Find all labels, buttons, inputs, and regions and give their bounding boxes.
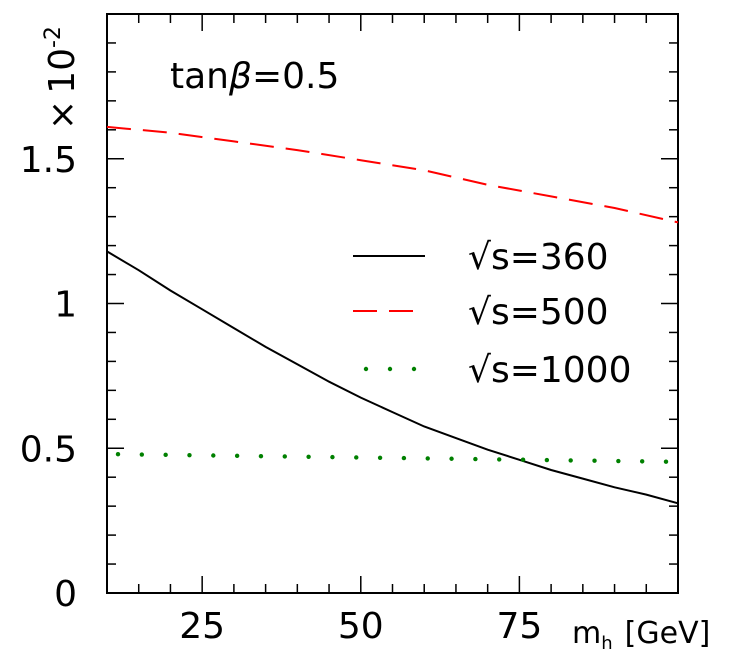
y-tick-label: 1 [54,285,77,326]
series-point [139,452,145,457]
series-point [473,456,478,462]
x-tick-label: 25 [179,606,225,647]
y-multiplier-times: × [42,100,83,130]
series-dots [115,451,669,464]
annotation-prefix: tan [170,56,229,97]
series-point [425,456,430,461]
series-point [354,455,359,460]
annotation-symbol: β [228,56,252,97]
series-point [497,457,502,462]
series-point [258,453,264,459]
y-multiplier-exponent: -2 [41,26,66,48]
series-point [449,456,454,461]
y-tick-label: 0 [54,574,77,615]
y-multiplier: × 10-2 [41,26,83,130]
annotation-suffix: =0.5 [252,56,339,97]
series-point [568,458,573,463]
y-tick-label: 1.5 [20,140,77,181]
series-layer [106,125,679,505]
series-point [401,455,407,461]
series-line [106,125,679,224]
axis-ticks: 0 0.5 1 1.5 25 50 75 [20,13,679,647]
series-point [520,457,526,462]
x-label-sub: h [601,633,612,654]
legend: √s=360 √s=500 √s=1000 [353,237,631,391]
series-point [234,453,240,459]
series-point [616,458,621,464]
x-label-unit: [GeV] [625,616,711,651]
series-point [115,451,121,457]
x-label-main: m [572,616,601,651]
series-point [592,458,597,463]
series-point [639,459,645,464]
legend-label: √s=500 [468,292,609,333]
series-point [544,457,550,463]
x-tick-label: 75 [496,606,542,647]
series-line [106,250,679,505]
series-point [282,454,287,459]
svg-text:×10-2: × 10-2 [41,26,83,130]
series-point [377,455,383,460]
series-point [163,452,168,458]
x-tick-label: 50 [338,606,384,647]
series-point [187,452,192,458]
annotation-text: tanβ=0.5 [170,56,339,97]
y-tick-label: 0.5 [20,429,77,470]
series-point [330,454,335,460]
series-point [306,454,311,459]
series-point [211,453,216,458]
legend-swatch [363,366,417,372]
x-axis-label: mh [GeV] [572,616,710,654]
series-point [663,459,669,464]
legend-label: √s=360 [468,237,609,278]
legend-label: √s=1000 [468,350,631,391]
y-multiplier-base: 10 [42,48,83,94]
